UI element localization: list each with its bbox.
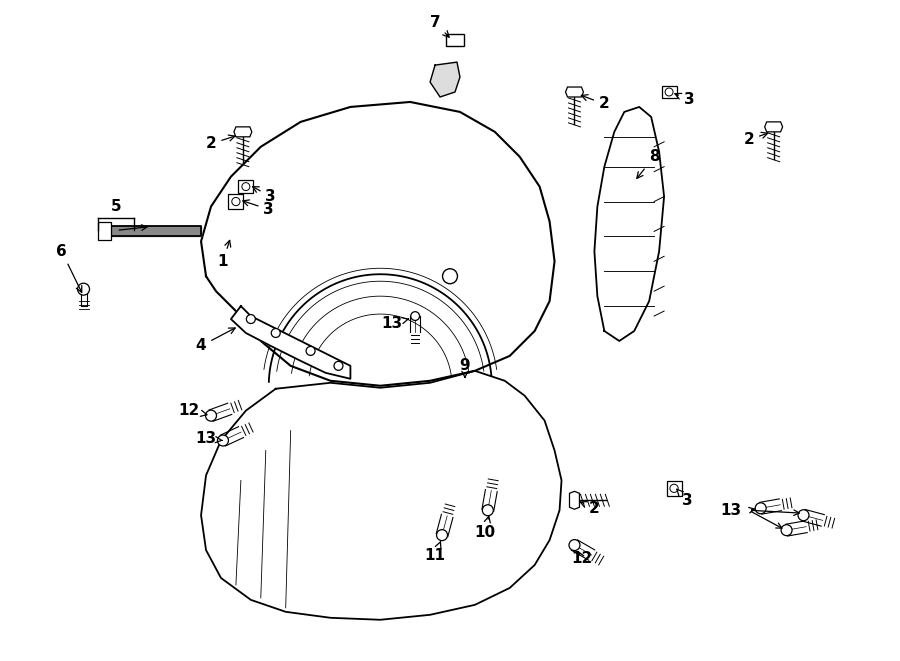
Circle shape xyxy=(410,312,419,321)
Circle shape xyxy=(242,182,250,190)
Polygon shape xyxy=(201,102,554,386)
Text: 2: 2 xyxy=(743,132,768,147)
Bar xyxy=(238,180,253,193)
Circle shape xyxy=(569,539,580,551)
Polygon shape xyxy=(430,62,460,97)
Text: 9: 9 xyxy=(460,358,470,377)
Text: 2: 2 xyxy=(581,95,609,112)
Circle shape xyxy=(218,435,229,446)
Text: 1: 1 xyxy=(218,241,230,269)
Polygon shape xyxy=(565,87,583,97)
Polygon shape xyxy=(231,306,350,379)
Text: 3: 3 xyxy=(675,93,694,108)
Circle shape xyxy=(781,525,792,535)
Bar xyxy=(446,34,464,46)
Text: 13: 13 xyxy=(195,431,222,446)
Bar xyxy=(229,194,243,209)
Polygon shape xyxy=(570,491,580,509)
Polygon shape xyxy=(594,107,664,341)
Polygon shape xyxy=(201,371,562,620)
Bar xyxy=(662,85,677,98)
Text: 4: 4 xyxy=(195,328,235,354)
Circle shape xyxy=(247,315,256,323)
Text: 2: 2 xyxy=(580,501,599,516)
Text: 3: 3 xyxy=(677,489,692,508)
Text: 12: 12 xyxy=(178,403,207,418)
Circle shape xyxy=(232,198,240,206)
Bar xyxy=(667,481,681,496)
Text: 13: 13 xyxy=(382,315,409,330)
Circle shape xyxy=(205,410,217,421)
Circle shape xyxy=(798,510,809,521)
Polygon shape xyxy=(765,122,783,132)
Text: 11: 11 xyxy=(425,542,446,563)
Text: 3: 3 xyxy=(253,186,276,204)
Circle shape xyxy=(436,529,447,541)
Text: 3: 3 xyxy=(243,200,274,217)
Circle shape xyxy=(334,362,343,370)
Text: 2: 2 xyxy=(205,135,235,151)
Circle shape xyxy=(271,329,280,338)
Bar xyxy=(98,223,112,241)
Circle shape xyxy=(482,505,493,516)
Polygon shape xyxy=(234,127,252,137)
Text: 6: 6 xyxy=(57,244,82,292)
Circle shape xyxy=(665,88,673,96)
Text: 10: 10 xyxy=(474,516,495,539)
Text: 13: 13 xyxy=(720,503,742,518)
Polygon shape xyxy=(106,227,201,237)
Circle shape xyxy=(306,346,315,356)
Text: 8: 8 xyxy=(637,149,660,178)
Text: 7: 7 xyxy=(430,15,449,37)
Circle shape xyxy=(755,503,766,514)
Text: 12: 12 xyxy=(571,551,592,566)
Circle shape xyxy=(670,485,679,492)
Circle shape xyxy=(443,269,457,284)
Text: 5: 5 xyxy=(111,199,122,214)
Circle shape xyxy=(77,283,89,295)
